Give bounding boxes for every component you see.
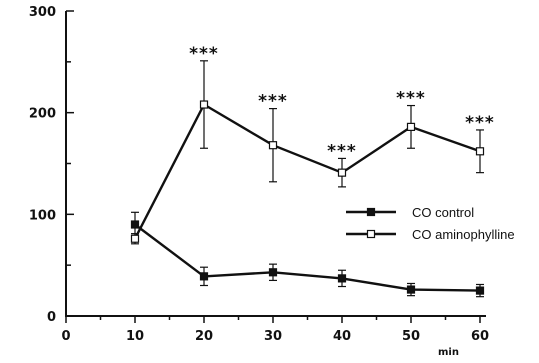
significance-marker: *** (396, 89, 426, 109)
y-tick-label: 200 (29, 107, 56, 122)
legend-entry: CO control (346, 205, 474, 220)
data-point (130, 234, 140, 243)
y-tick-label: 100 (29, 208, 56, 223)
data-point (268, 141, 278, 150)
y-tick-label: 300 (29, 5, 56, 20)
data-point (130, 220, 140, 229)
series-layer (130, 60, 485, 298)
x-tick-label: 40 (333, 329, 351, 344)
series-line-co-control (134, 223, 481, 292)
annotation-layer: *** *** *** *** *** (189, 44, 495, 162)
series-line-co-aminophylline (133, 102, 481, 240)
data-point (337, 274, 347, 283)
series-co-aminophylline (130, 60, 485, 245)
legend-marker (366, 229, 376, 239)
significance-marker: *** (189, 44, 219, 64)
data-point (199, 100, 209, 109)
legend-entry: CO aminophylline (346, 227, 515, 242)
x-tick-label: 10 (126, 329, 144, 344)
significance-marker: *** (258, 92, 288, 112)
legend-label: CO control (412, 205, 474, 220)
legend: CO control CO aminophylline (346, 205, 515, 242)
data-point (199, 272, 209, 281)
data-point (406, 122, 416, 132)
x-tick-label: 60 (471, 329, 489, 344)
series-co-control (130, 211, 485, 298)
ticks: 0 100 200 300 0 10 20 30 40 50 60 (29, 5, 489, 344)
x-tick-label: 30 (264, 329, 282, 344)
data-point (475, 286, 485, 295)
data-point (268, 268, 278, 277)
x-tick-label: 50 (402, 329, 420, 344)
data-point (475, 147, 485, 156)
legend-label: CO aminophylline (412, 227, 515, 242)
data-point (337, 168, 347, 177)
x-axis-unit-label: min (438, 347, 459, 358)
x-tick-label: 20 (195, 329, 213, 344)
y-tick-label: 0 (47, 310, 56, 325)
significance-marker: *** (327, 141, 357, 161)
x-tick-label: 0 (61, 329, 70, 344)
significance-marker: *** (465, 113, 495, 133)
data-point (406, 285, 416, 294)
legend-marker (366, 207, 376, 217)
